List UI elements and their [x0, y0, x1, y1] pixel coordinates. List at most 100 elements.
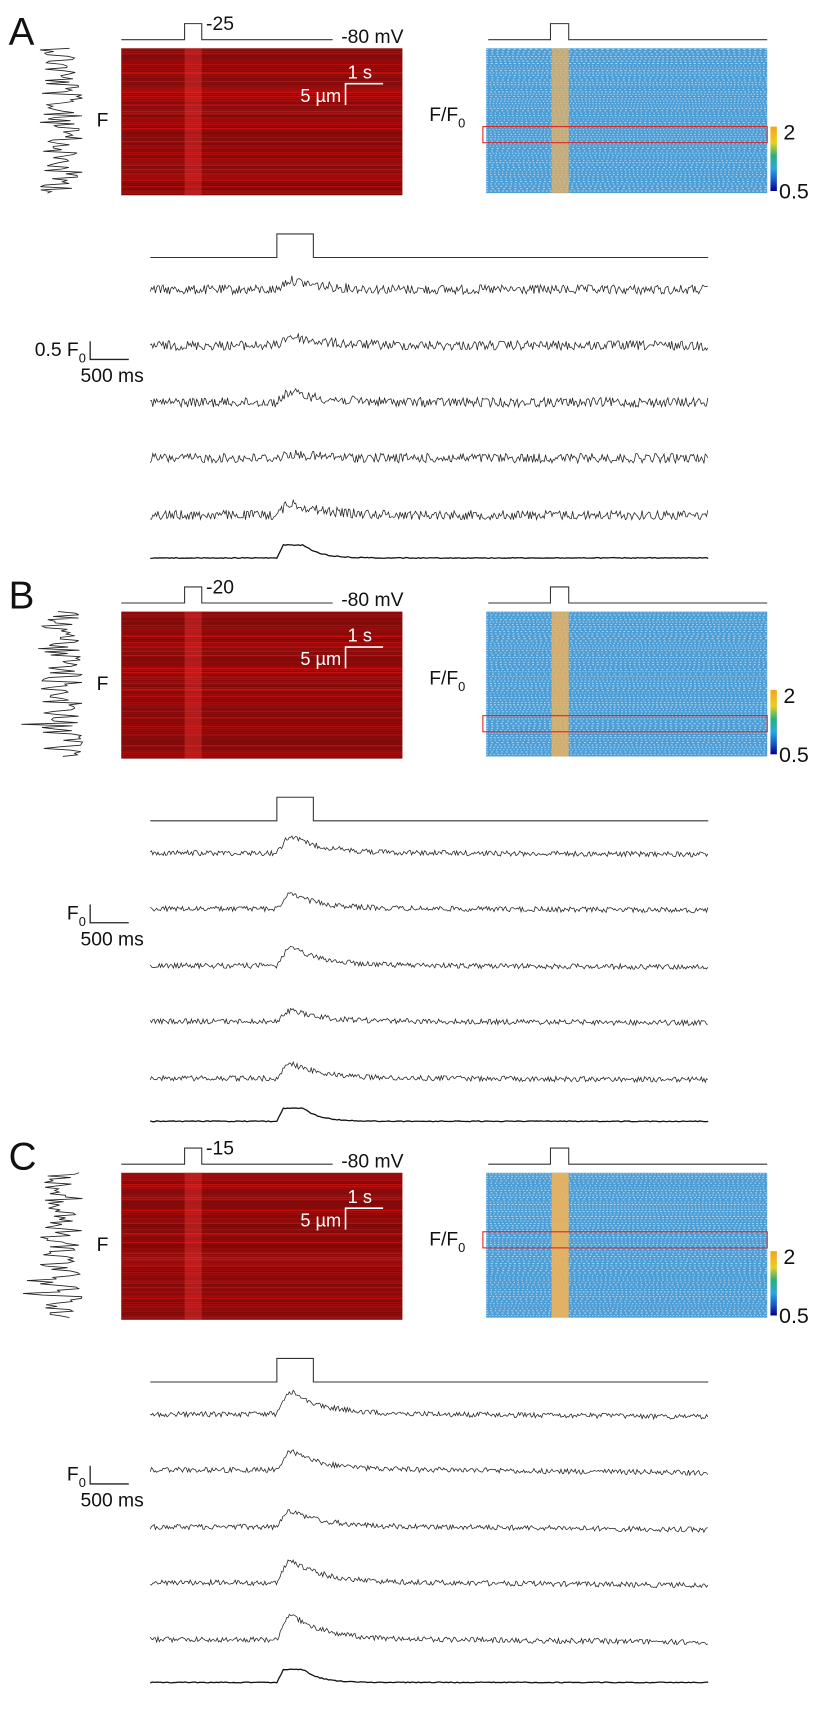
space-scale: 5 µm — [300, 1209, 341, 1230]
voltage-step — [488, 1147, 768, 1165]
voltage-step — [121, 1147, 333, 1165]
fluorescence-trace — [149, 1449, 709, 1477]
time-scale-label: 500 ms — [81, 366, 144, 387]
ratio-image — [486, 611, 768, 757]
holding-voltage: -80 mV — [341, 27, 403, 48]
space-scale: 5 µm — [300, 648, 341, 669]
roi-box — [482, 1231, 768, 1249]
voltage-step — [150, 796, 709, 822]
amplitude-scale: 0.5 F0 — [35, 340, 86, 365]
voltage-step — [121, 23, 333, 41]
amplitude-text: 0.5 F — [35, 340, 79, 361]
amplitude-subscript: 0 — [79, 914, 86, 929]
voltage-step — [150, 1357, 709, 1383]
colorbar-max: 2 — [783, 1245, 795, 1269]
scale-bar — [344, 646, 384, 669]
amplitude-text: F — [67, 1465, 79, 1486]
fluorescence-trace — [149, 945, 709, 971]
time-scale: 1 s — [348, 1186, 372, 1207]
profile-label: F — [97, 111, 109, 132]
panel-label: C — [9, 1136, 37, 1179]
linescan-stripe — [184, 1172, 202, 1320]
colorbar-max: 2 — [783, 120, 795, 144]
trace-scale-bar — [89, 904, 129, 924]
ratio-image — [486, 48, 768, 194]
average-trace — [150, 1668, 709, 1684]
colorbar — [770, 1251, 777, 1316]
colorbar-max: 2 — [783, 684, 795, 708]
amplitude-text: F — [67, 904, 79, 925]
linescan-stripe — [184, 48, 202, 196]
ratio-subscript: 0 — [458, 1240, 465, 1255]
holding-voltage: -80 mV — [341, 590, 403, 611]
amplitude-subscript: 0 — [79, 1475, 86, 1490]
roi-box — [482, 715, 768, 733]
step-voltage: -25 — [206, 14, 234, 35]
profile-trace — [21, 611, 84, 757]
scale-bar — [344, 82, 384, 106]
colorbar-min: 0.5 — [779, 743, 809, 767]
ratio-label: F/F0 — [429, 1230, 465, 1255]
colorbar-min: 0.5 — [779, 1304, 809, 1328]
trace-scale-bar — [89, 341, 129, 361]
ratio-label: F/F0 — [429, 105, 465, 130]
voltage-step — [488, 586, 768, 604]
fluorescence-trace — [149, 449, 709, 465]
ratio-label: F/F0 — [429, 669, 465, 694]
voltage-step — [488, 23, 768, 41]
colorbar — [770, 126, 777, 191]
fluorescence-trace — [150, 892, 709, 914]
time-scale-label: 500 ms — [81, 929, 144, 950]
voltage-step — [121, 586, 333, 604]
ratio-text: F/F — [429, 669, 458, 690]
amplitude-scale: F0 — [67, 904, 86, 929]
profile-label: F — [97, 674, 109, 695]
ratio-image — [486, 1172, 768, 1318]
fluorescence-trace — [149, 1007, 708, 1027]
ratio-subscript: 0 — [458, 116, 465, 131]
time-scale-label: 500 ms — [81, 1490, 144, 1511]
fluorescence-trace — [150, 332, 709, 352]
scale-bar — [344, 1207, 384, 1230]
step-voltage: -15 — [206, 1139, 234, 1160]
average-trace — [150, 543, 709, 560]
panel-label: A — [9, 11, 35, 54]
fluorescence-trace — [149, 275, 708, 296]
ratio-stripe — [551, 1172, 569, 1318]
fluorescence-trace — [149, 1509, 708, 1534]
fluorescence-trace — [150, 387, 709, 409]
fluorescence-trace — [149, 1613, 708, 1646]
fluorescence-trace — [149, 835, 709, 858]
fluorescence-trace — [150, 1559, 709, 1589]
space-scale: 5 µm — [300, 85, 341, 106]
ratio-subscript: 0 — [458, 679, 465, 694]
time-scale: 1 s — [348, 625, 372, 646]
profile-trace — [23, 1172, 83, 1319]
ratio-stripe — [551, 611, 569, 757]
ratio-text: F/F — [429, 1230, 458, 1251]
amplitude-subscript: 0 — [79, 351, 86, 366]
fluorescence-trace — [149, 1060, 709, 1084]
trace-scale-bar — [89, 1465, 129, 1485]
time-scale: 1 s — [348, 61, 372, 82]
colorbar — [770, 689, 777, 755]
fluorescence-trace — [150, 498, 709, 522]
linescan-stripe — [184, 611, 202, 759]
ratio-stripe — [551, 48, 569, 194]
holding-voltage: -80 mV — [341, 1151, 403, 1172]
colorbar-min: 0.5 — [779, 180, 809, 204]
voltage-step — [150, 233, 709, 259]
fluorescence-trace — [150, 1389, 709, 1421]
profile-label: F — [97, 1235, 109, 1256]
panel-label: B — [9, 574, 35, 617]
roi-box — [482, 126, 768, 144]
profile-trace — [39, 47, 83, 194]
amplitude-scale: F0 — [67, 1465, 86, 1490]
step-voltage: -20 — [206, 577, 234, 598]
ratio-text: F/F — [429, 105, 458, 126]
average-trace — [150, 1107, 709, 1123]
